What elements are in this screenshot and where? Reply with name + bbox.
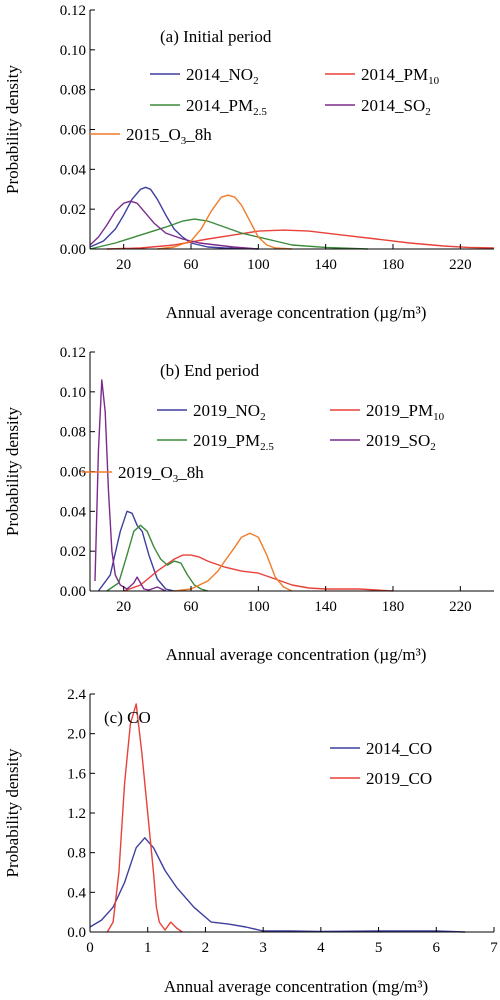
y-tick-label: 0.02 [60,202,86,218]
series-line-2019-pm10 [123,554,394,592]
legend-item: 2014_PM10 [325,65,440,87]
series-line-2014-pm2-5 [89,218,368,250]
y-tick-label: 0.08 [60,83,86,99]
y-tick-label: 0.06 [60,465,87,481]
legend-label: 2014_CO [366,739,432,758]
legend-item: 2019_PM10 [330,401,445,423]
y-tick-label: 2.0 [67,727,86,743]
legend-label: 2014_PM10 [361,65,440,87]
x-tick-label: 3 [259,940,267,956]
y-tick-label: 0.08 [60,425,86,441]
y-tick-label: 0.12 [60,345,86,361]
legend-label: 2019_SO2 [366,431,436,453]
y-axis-label: Probability density [3,748,22,877]
x-tick-label: 180 [382,257,405,273]
legend-label: 2019_CO [366,769,432,788]
legend-item: 2014_PM2.5 [150,96,267,118]
x-tick-label: 1 [144,940,152,956]
x-tick-label: 7 [490,940,498,956]
y-tick-label: 1.6 [67,766,86,782]
series-line-2019-no2 [97,510,175,592]
series-line-2019-so2 [94,379,167,592]
x-tick-label: 60 [184,257,199,273]
x-tick-label: 140 [314,257,337,273]
y-tick-label: 0.06 [60,123,87,139]
y-tick-label: 0.00 [60,584,86,600]
y-tick-label: 0.04 [60,162,87,178]
x-tick-label: 5 [375,940,383,956]
x-tick-label: 0 [86,940,94,956]
y-tick-label: 0.04 [60,504,87,520]
legend-label: 2019_O3_8h [118,463,204,485]
x-tick-label: 20 [116,599,131,615]
legend-label: 2019_NO2 [193,401,266,423]
y-tick-label: 1.2 [67,806,86,822]
y-tick-label: 0.00 [60,242,86,258]
legend-label: 2019_PM10 [366,401,445,423]
legend-label: 2015_O3_8h [126,125,212,147]
legend-item: 2019_PM2.5 [157,431,274,453]
y-axis-label: Probability density [3,407,22,536]
series-line-2015-o3-8h [157,194,293,250]
legend-label: 2014_NO2 [186,65,259,87]
legend-label: 2014_PM2.5 [186,96,267,118]
legend-item: 2014_CO [330,739,432,758]
legend-label: 2019_PM2.5 [193,431,274,453]
legend-item: 2014_NO2 [150,65,259,87]
x-tick-label: 100 [247,257,270,273]
x-tick-label: 220 [449,599,472,615]
y-tick-label: 0.8 [67,846,86,862]
panel-title: (c) CO [104,708,151,727]
y-tick-label: 2.4 [67,687,86,703]
x-tick-label: 180 [382,599,405,615]
chart-panel-1: 0.00 0.02 0.04 0.06 0.08 0.10 0.12 20 60 100 140 18… [3,3,495,322]
x-tick-label: 6 [433,940,441,956]
legend-item: 2019_CO [330,769,432,788]
y-tick-label: 0.02 [60,544,86,560]
series-line-2014-pm10 [106,229,495,250]
y-tick-label: 0.0 [67,925,86,941]
x-tick-label: 2 [202,940,210,956]
legend-item: 2015_O3_8h [90,125,212,147]
legend-item: 2019_SO2 [330,431,436,453]
x-tick-label: 140 [314,599,337,615]
x-tick-label: 100 [247,599,270,615]
y-tick-label: 0.10 [60,43,86,59]
y-tick-label: 0.4 [67,885,86,901]
x-axis-label: Annual average concentration (µg/m³) [166,645,427,664]
legend-item: 2019_O3_8h [82,463,204,485]
series-line-2019-o3-8h [174,532,293,592]
x-tick-label: 20 [116,257,131,273]
legend-item: 2019_NO2 [157,401,266,423]
panel-title: (a) Initial period [160,27,272,46]
x-tick-label: 220 [449,257,472,273]
y-tick-label: 0.12 [60,3,86,19]
y-axis-label: Probability density [3,65,22,194]
x-axis-label: Annual average concentration (mg/m³) [164,977,428,996]
x-tick-label: 4 [317,940,325,956]
legend-item: 2014_SO2 [325,96,431,118]
legend-label: 2014_SO2 [361,96,431,118]
series-line-2019-co [106,703,183,933]
y-tick-label: 0.10 [60,385,86,401]
series-line-2014-so2 [89,200,259,250]
series-line-2014-co [89,837,466,933]
chart-panel-2: 0.00 0.02 0.04 0.06 0.08 0.10 0.12 20 60 100 140 18… [3,345,494,664]
panel-title: (b) End period [160,361,260,380]
series-line-2014-no2 [89,186,259,250]
x-tick-label: 60 [184,599,199,615]
chart-panel-3: 0.0 0.4 0.8 1.2 1.6 2.0 2.4 0 1 2 3 4 5 6 7 Annual aver… [3,687,498,996]
x-axis-label: Annual average concentration (µg/m³) [166,303,427,322]
series-line-2019-pm2-5 [106,524,209,592]
